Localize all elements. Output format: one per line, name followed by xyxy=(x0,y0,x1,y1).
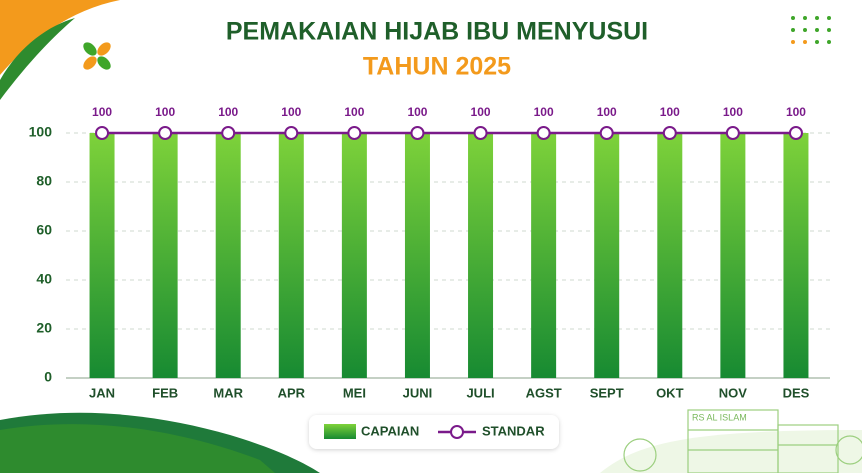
data-label: 100 xyxy=(407,105,427,119)
x-tick-label: JAN xyxy=(89,385,115,400)
line-point xyxy=(473,126,488,140)
y-tick-label: 60 xyxy=(36,222,52,238)
x-tick-label: MEI xyxy=(343,385,366,400)
data-label: 100 xyxy=(218,105,238,119)
line-point xyxy=(95,126,110,140)
x-tick-label: SEPT xyxy=(590,385,624,400)
line-point xyxy=(662,126,677,140)
bar xyxy=(531,133,557,378)
line-point xyxy=(221,126,236,140)
legend-label: CAPAIAN xyxy=(361,423,419,438)
legend-swatch xyxy=(324,424,356,439)
data-label: 100 xyxy=(786,105,806,119)
y-tick-label: 20 xyxy=(36,320,52,336)
bar xyxy=(657,133,683,378)
legend-swatch xyxy=(450,425,464,439)
bar xyxy=(152,133,178,378)
legend-label: STANDAR xyxy=(482,423,545,438)
bar xyxy=(341,133,367,378)
line-point xyxy=(347,126,362,140)
legend-box xyxy=(309,415,559,449)
y-tick-label: 80 xyxy=(36,173,52,189)
x-tick-label: APR xyxy=(278,385,306,400)
x-tick-label: JULI xyxy=(466,385,494,400)
legend: CAPAIAN STANDAR xyxy=(309,415,559,449)
line-point xyxy=(158,126,173,140)
data-label: 100 xyxy=(534,105,554,119)
x-tick-label: FEB xyxy=(152,385,178,400)
data-label: 100 xyxy=(597,105,617,119)
x-tick-label: OKT xyxy=(656,385,684,400)
data-label: 100 xyxy=(281,105,301,119)
bar xyxy=(720,133,746,378)
bar xyxy=(89,133,115,378)
y-tick-label: 0 xyxy=(44,369,52,385)
x-tick-label: MAR xyxy=(213,385,243,400)
bar xyxy=(468,133,494,378)
line-point xyxy=(725,126,740,140)
bar xyxy=(278,133,304,378)
data-label: 100 xyxy=(155,105,175,119)
line-point xyxy=(284,126,299,140)
bar xyxy=(783,133,809,378)
line-point xyxy=(410,126,425,140)
x-tick-label: NOV xyxy=(719,385,748,400)
line-point xyxy=(599,126,614,140)
bar xyxy=(215,133,241,378)
data-label: 100 xyxy=(344,105,364,119)
data-label: 100 xyxy=(92,105,112,119)
x-tick-label: AGST xyxy=(526,385,562,400)
line-point xyxy=(788,126,803,140)
x-tick-label: JUNI xyxy=(403,385,433,400)
building-sign: RS AL ISLAM xyxy=(692,412,747,422)
bar xyxy=(404,133,430,378)
data-label: 100 xyxy=(723,105,743,119)
data-label: 100 xyxy=(471,105,491,119)
y-tick-label: 40 xyxy=(36,271,52,287)
x-tick-label: DES xyxy=(783,385,810,400)
y-tick-label: 100 xyxy=(29,124,53,140)
chart-title: PEMAKAIAN HIJAB IBU MENYUSUI xyxy=(226,18,648,46)
chart-subtitle: TAHUN 2025 xyxy=(363,53,511,81)
line-point xyxy=(536,126,551,140)
data-label: 100 xyxy=(660,105,680,119)
bar xyxy=(594,133,620,378)
